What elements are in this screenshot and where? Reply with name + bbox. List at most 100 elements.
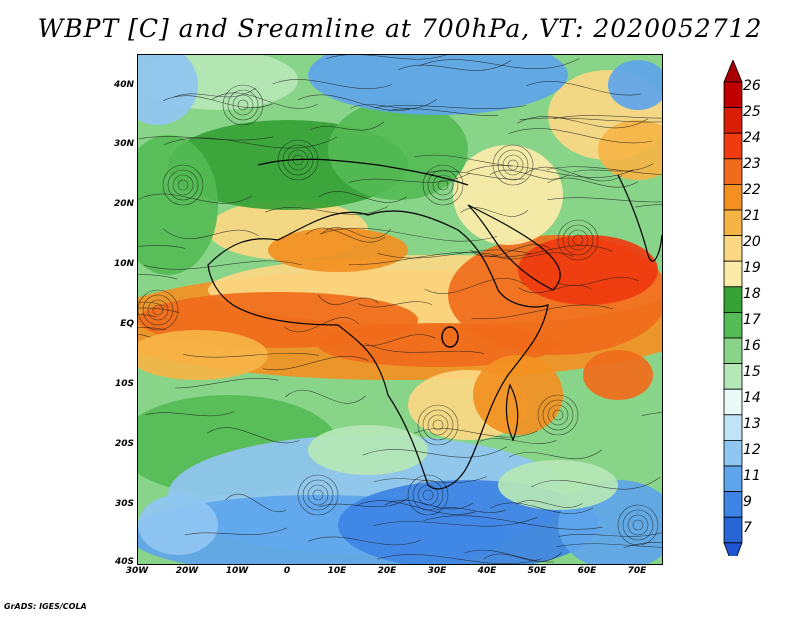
streamline: [471, 304, 614, 320]
streamline: [138, 193, 253, 204]
colorbar-label: 18: [743, 286, 761, 302]
streamline: [491, 252, 574, 260]
streamline: [489, 169, 570, 180]
colorbar-segment: [723, 439, 743, 467]
streamline-vortex: [407, 474, 449, 516]
streamline: [265, 206, 388, 215]
colorbar-segment: [723, 209, 743, 237]
streamline-vortex: [617, 504, 659, 546]
colorbar-label: 21: [743, 208, 761, 224]
colorbar-segment: [723, 311, 743, 339]
streamline: [547, 177, 639, 188]
streamline: [414, 154, 513, 167]
streamline: [355, 500, 476, 515]
lat-label-40s: 40S: [114, 557, 134, 567]
coastline-europe: [257, 158, 469, 186]
streamline: [623, 541, 662, 549]
streamline-vortex: [432, 174, 454, 196]
lat-label-20s: 20S: [114, 439, 134, 449]
streamline: [519, 117, 662, 123]
temperature-region: [308, 425, 428, 475]
streamline: [173, 87, 257, 98]
temperature-region: [138, 55, 198, 125]
streamline: [641, 412, 662, 417]
streamline-vortex: [492, 144, 534, 186]
streamline: [525, 166, 623, 182]
colorbar-label: 24: [743, 130, 761, 146]
lon-label-20w: 20W: [175, 566, 199, 576]
coastline-madagascar: [505, 383, 519, 442]
streamline: [516, 500, 583, 508]
streamline: [362, 446, 507, 458]
streamline: [184, 527, 288, 536]
streamline: [306, 227, 386, 243]
streamline: [531, 476, 661, 490]
streamline: [573, 163, 654, 173]
colorbar-label: 25: [743, 104, 761, 120]
colorbar-segment: [723, 132, 743, 160]
streamline-vortex: [432, 419, 444, 431]
streamline: [377, 249, 532, 259]
streamline: [373, 517, 538, 527]
streamline: [138, 301, 166, 307]
streamline: [547, 197, 662, 203]
streamline-vortex: [537, 394, 579, 436]
streamline: [206, 427, 300, 444]
streamline-vortex: [232, 94, 254, 116]
streamline: [138, 334, 151, 338]
streamline: [310, 121, 385, 131]
lon-label-40e: 40E: [477, 566, 497, 576]
streamline: [374, 476, 488, 483]
streamline: [308, 536, 422, 546]
lon-label-30e: 30E: [427, 566, 447, 576]
streamline-vortex: [562, 224, 594, 256]
streamline: [464, 549, 555, 563]
streamline: [479, 438, 557, 444]
streamline: [460, 207, 529, 217]
streamline: [138, 307, 180, 313]
streamline: [357, 301, 433, 308]
colorbar: [723, 60, 743, 556]
streamline: [377, 554, 542, 564]
colorbar-segment: [723, 388, 743, 416]
streamline-vortex: [427, 169, 459, 201]
temperature-region: [138, 495, 218, 555]
streamline: [138, 245, 186, 249]
colorbar-segment: [723, 337, 743, 365]
lat-label-10s: 10S: [114, 379, 134, 389]
streamline: [508, 128, 653, 144]
streamline-vortex: [142, 294, 174, 326]
streamline: [553, 115, 662, 119]
lat-label-40n: 40N: [113, 80, 134, 90]
streamline: [388, 108, 499, 116]
lon-label-0: 0: [283, 566, 291, 576]
streamline: [319, 227, 498, 242]
colorbar-label: 26: [743, 78, 761, 94]
streamline: [348, 172, 471, 183]
lon-label-20e: 20E: [377, 566, 397, 576]
temperature-region: [328, 100, 468, 200]
streamline-vortex: [497, 149, 529, 181]
streamline: [483, 552, 562, 562]
colorbar-label: 19: [743, 260, 761, 276]
streamline-vortex: [302, 479, 334, 511]
streamline-vortex: [222, 84, 264, 126]
colorbar-top-arrow: [723, 60, 743, 83]
streamline-vortex: [237, 99, 249, 111]
colorbar-label: 9: [743, 494, 752, 510]
streamline: [144, 411, 235, 417]
streamline: [143, 260, 302, 270]
colorbar-segment: [723, 81, 743, 109]
streamline: [423, 515, 603, 530]
colorbar-segment: [723, 414, 743, 441]
streamline: [635, 204, 662, 208]
temperature-region: [138, 135, 218, 275]
colorbar-segment: [723, 516, 743, 544]
temperature-region: [318, 323, 558, 367]
streamline: [546, 166, 662, 175]
streamline: [424, 170, 525, 180]
streamline: [489, 502, 594, 514]
colorbar-segment: [723, 260, 743, 288]
map-canvas: [138, 55, 662, 564]
streamline-vortex: [152, 304, 164, 316]
